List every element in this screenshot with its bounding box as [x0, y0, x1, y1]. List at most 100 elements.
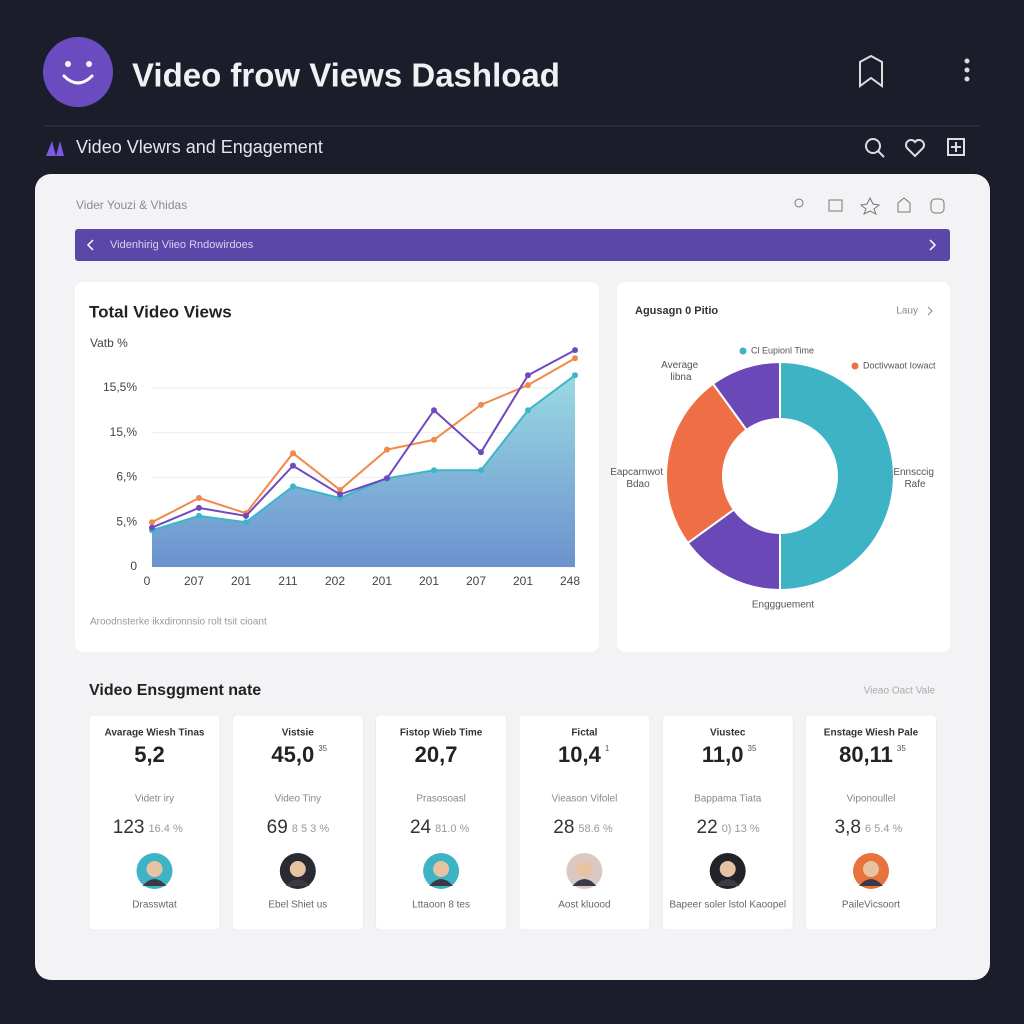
avatar-face [433, 861, 450, 877]
metric-card [661, 714, 794, 931]
chart-title: Total Video Views [89, 302, 232, 321]
card-subtitle: Bappama Tiata [694, 794, 762, 805]
toolbar-icon[interactable] [930, 198, 945, 214]
card-name: PaileVicsoort [842, 900, 900, 911]
x-tick-label: 211 [278, 574, 297, 588]
y-tick-label: 6,% [116, 470, 137, 484]
slice-label: Average libna [661, 360, 701, 383]
card-stat: 69 [267, 817, 288, 838]
chart-link[interactable]: Lauy [896, 306, 918, 317]
card-value: 45,0 [271, 742, 314, 767]
y-tick-label: 0 [130, 559, 137, 573]
x-tick-label: 202 [325, 574, 345, 588]
add-icon[interactable] [947, 138, 965, 156]
card-percent: 6 5.4 % [865, 823, 903, 835]
slice [779, 360, 895, 592]
slice-label-line: Rafe [904, 479, 926, 490]
logo-smile [62, 74, 94, 85]
metric-card [805, 714, 937, 931]
point [478, 467, 484, 474]
card-name: Ebel Shiet us [268, 900, 327, 911]
card-note: 35 [318, 744, 327, 753]
card-title: Avarage Wiesh Tinas [105, 728, 205, 739]
prev-button[interactable] [86, 239, 94, 251]
avatar-body [142, 879, 167, 886]
line [151, 357, 576, 524]
heart-icon[interactable] [905, 139, 925, 158]
pie-card [617, 282, 950, 652]
slice-label: Enggguement [752, 600, 814, 611]
legend-swatch [739, 347, 747, 355]
point [196, 495, 202, 502]
card-title: Viustec [710, 728, 746, 739]
metric-card [231, 714, 364, 931]
point [572, 355, 578, 362]
avatar-face [576, 861, 593, 877]
point [384, 475, 390, 482]
section-icon [46, 141, 64, 156]
card-stat: 3,8 [835, 817, 861, 838]
point [149, 519, 155, 526]
metric-card [518, 714, 651, 931]
avatar-body [429, 879, 454, 886]
slice-label: Eapcarnwot Bdao [610, 467, 666, 490]
point [337, 491, 343, 498]
card-name: Bapeer soler lstol Kaoopel [669, 900, 786, 911]
point [572, 372, 578, 379]
logo [43, 37, 113, 107]
point [572, 347, 578, 354]
add-icon [951, 142, 961, 152]
slice-label: Ennsccig Rafe [893, 467, 936, 490]
point [149, 524, 155, 531]
menu-dot[interactable] [964, 76, 970, 82]
point [478, 401, 484, 408]
logo-eye [65, 61, 71, 67]
point [431, 467, 437, 474]
chart-link-arrow[interactable] [927, 306, 933, 316]
card-note: 35 [897, 744, 906, 753]
metric-card [375, 714, 508, 931]
menu-dot[interactable] [964, 58, 970, 64]
menu-dot[interactable] [964, 67, 970, 73]
card-value: 5,2 [134, 742, 165, 767]
x-tick-label: 207 [184, 574, 204, 588]
section-link[interactable]: Vieao Oact Vale [864, 686, 936, 697]
x-tick-label: 248 [560, 574, 580, 588]
search-icon[interactable] [865, 138, 881, 154]
y-tick-label: 15,5% [103, 380, 137, 394]
card-subtitle: Viponoullel [847, 794, 896, 805]
bookmark-icon[interactable] [859, 54, 883, 88]
line [151, 349, 576, 529]
card-subtitle: Vieason Vifolel [552, 794, 618, 805]
avatar-body [715, 879, 740, 886]
card-note: 1 [605, 744, 610, 753]
subtitle: Video Vlewrs and Engagement [76, 137, 323, 157]
card-name: Drasswtat [132, 900, 177, 911]
search-icon [877, 150, 885, 158]
card-stat: 22 [697, 817, 718, 838]
toolbar-icon[interactable] [897, 197, 911, 213]
card-title: Vistsie [282, 728, 314, 739]
avatar-face [146, 861, 163, 877]
line [151, 374, 576, 532]
next-button[interactable] [929, 239, 937, 251]
card-title: Enstage Wiesh Pale [824, 728, 919, 739]
card-stat: 28 [553, 817, 574, 838]
toolbar-icon[interactable] [859, 196, 881, 216]
card-name: Aost kluood [558, 900, 610, 911]
card-value: 11,0 [702, 742, 744, 767]
title: Video frow Views Dashload [132, 57, 560, 94]
x-tick-label: 201 [372, 574, 392, 588]
card-stat: 123 [113, 817, 145, 838]
toolbar-icon[interactable] [828, 199, 843, 212]
y-tick-label: 5,% [116, 514, 137, 528]
x-tick-label: 207 [466, 574, 486, 588]
legend-label: Doctivwaot Iowact [863, 360, 936, 370]
point [243, 512, 249, 519]
toolbar-icon[interactable] [794, 198, 804, 208]
area [152, 375, 575, 567]
slice-label-line: libna [670, 372, 692, 383]
point [478, 449, 484, 456]
x-tick-label: 201 [231, 574, 251, 588]
